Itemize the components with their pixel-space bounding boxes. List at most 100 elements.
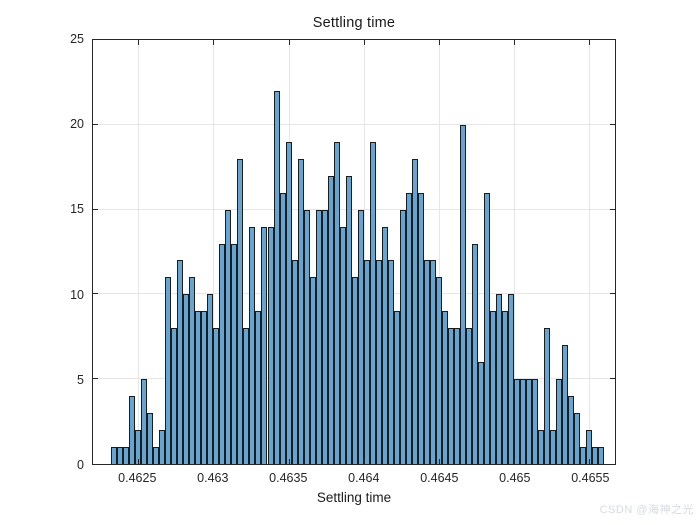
histogram-bar	[249, 226, 256, 464]
y-tick-mark	[93, 378, 98, 380]
histogram-bar	[183, 294, 190, 464]
x-tick-mark	[213, 459, 215, 464]
histogram-bar	[435, 277, 442, 464]
histogram-bar	[405, 192, 412, 464]
x-tick-label: 0.4625	[118, 471, 157, 485]
x-tick-mark	[589, 40, 591, 45]
histogram-bar	[393, 311, 400, 464]
histogram-bar	[195, 311, 202, 464]
histogram-bar	[309, 277, 316, 464]
x-tick-label: 0.463	[197, 471, 229, 485]
histogram-bar	[225, 209, 232, 464]
y-tick-label: 5	[77, 372, 84, 387]
histogram-bar	[213, 328, 220, 464]
histogram-bar	[303, 209, 310, 464]
histogram-bar	[478, 362, 485, 464]
histogram-bar	[520, 379, 527, 464]
histogram-bar	[375, 260, 382, 464]
histogram-bar	[526, 379, 533, 464]
histogram-bar	[165, 277, 172, 464]
histogram-bar	[490, 311, 497, 464]
y-tick-mark	[610, 208, 615, 210]
x-tick-label: 0.4635	[269, 471, 308, 485]
histogram-bar	[153, 447, 160, 464]
gridline-vertical	[514, 40, 516, 464]
gridline-vertical	[438, 40, 440, 464]
y-tick-label: 10	[70, 287, 84, 302]
histogram-bar	[381, 226, 388, 464]
histogram-bar	[448, 328, 455, 464]
histogram-bar	[297, 158, 304, 464]
histogram-bar	[580, 447, 587, 464]
gridline-horizontal	[93, 208, 615, 210]
histogram-bar	[171, 328, 178, 464]
histogram-bar	[267, 226, 274, 464]
plot-area	[92, 39, 616, 465]
histogram-bar	[135, 430, 142, 464]
histogram-bar	[177, 260, 184, 464]
x-tick-label: 0.4645	[420, 471, 459, 485]
histogram-bar	[255, 311, 262, 464]
histogram-bar	[285, 141, 292, 464]
histogram-bar	[514, 379, 521, 464]
histogram-bar	[141, 379, 148, 464]
histogram-bar	[291, 260, 298, 464]
histogram-bar	[454, 328, 461, 464]
watermark-text: CSDN @海神之光	[599, 504, 694, 516]
histogram-bar	[327, 175, 334, 464]
histogram-bar	[357, 209, 364, 464]
y-tick-label: 15	[70, 202, 84, 217]
histogram-bar	[423, 260, 430, 464]
histogram-bar	[496, 294, 503, 464]
histogram-bar	[129, 396, 136, 464]
y-tick-label: 0	[77, 458, 84, 472]
histogram-bar	[315, 209, 322, 464]
x-tick-mark	[514, 459, 516, 464]
chart-title: Settling time	[312, 15, 396, 31]
x-tick-mark	[363, 40, 365, 45]
y-axis-tick-labels: 0 5 10 15 20 25	[0, 32, 84, 472]
x-tick-label: 0.465	[499, 471, 531, 485]
x-tick-label: 0.4655	[571, 471, 610, 485]
histogram-bar	[568, 396, 575, 464]
histogram-bar	[592, 447, 599, 464]
histogram-bar	[411, 158, 418, 464]
histogram-bar	[562, 345, 569, 464]
x-tick-mark	[288, 40, 290, 45]
histogram-bar	[417, 192, 424, 464]
x-tick-mark	[438, 40, 440, 45]
gridline-vertical	[363, 40, 365, 464]
x-tick-mark	[288, 459, 290, 464]
histogram-bar	[219, 243, 226, 464]
x-tick-mark	[589, 459, 591, 464]
histogram-bar	[273, 90, 280, 464]
histogram-bar	[345, 175, 352, 464]
x-tick-mark	[363, 459, 365, 464]
histogram-bar	[556, 379, 563, 464]
histogram-bar	[321, 209, 328, 464]
histogram-bar	[472, 243, 479, 464]
histogram-bar	[189, 277, 196, 464]
histogram-bar	[147, 413, 154, 464]
histogram-bar	[117, 447, 124, 464]
histogram-bar	[586, 430, 593, 464]
x-tick-mark	[514, 40, 516, 45]
histogram-bar	[538, 430, 545, 464]
histogram-bar	[243, 328, 250, 464]
x-tick-mark	[138, 40, 140, 45]
histogram-bar	[442, 311, 449, 464]
histogram-bar	[387, 260, 394, 464]
y-tick-mark	[610, 378, 615, 380]
histogram-bar	[237, 158, 244, 464]
histogram-bar	[466, 328, 473, 464]
histogram-bar	[111, 447, 118, 464]
histogram-bar	[123, 447, 130, 464]
histogram-bar	[574, 413, 581, 464]
histogram-bar	[508, 294, 515, 464]
histogram-bar	[159, 430, 166, 464]
histogram-bar	[363, 260, 370, 464]
histogram-bar	[544, 328, 551, 464]
histogram-bar	[532, 379, 539, 464]
y-tick-mark	[610, 293, 615, 295]
histogram-bar	[502, 311, 509, 464]
